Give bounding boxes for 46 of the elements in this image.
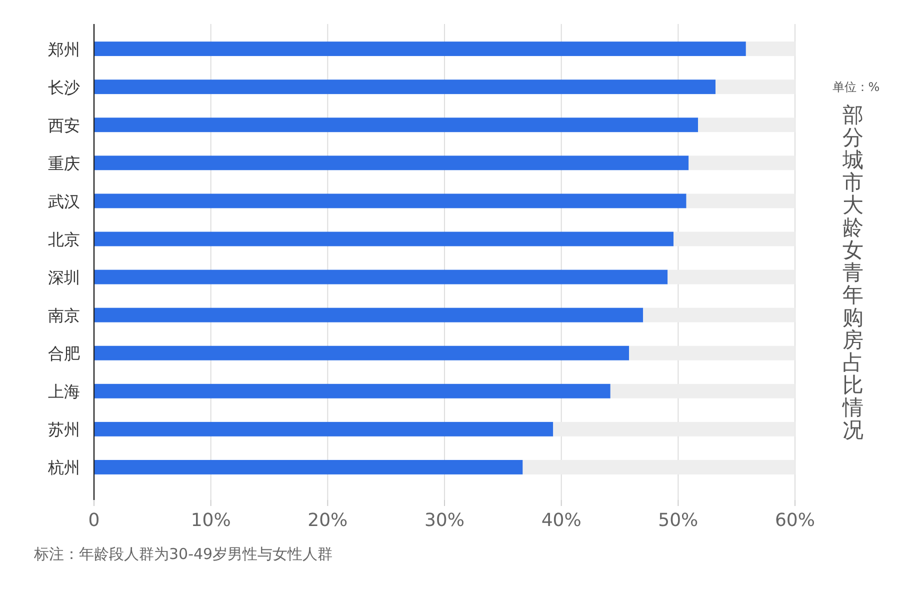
bar [94, 422, 554, 436]
y-tick-label: 合肥 [48, 344, 80, 364]
bar [94, 42, 746, 56]
bar [716, 80, 795, 94]
x-tick-label: 50% [658, 510, 698, 531]
bar [698, 118, 795, 132]
y-tick-label: 长沙 [48, 78, 80, 97]
y-tick-label: 苏州 [48, 420, 80, 440]
bar [673, 232, 795, 246]
bar [553, 422, 795, 436]
x-tick-label: 60% [774, 510, 816, 531]
y-tick-label: 深圳 [48, 268, 80, 288]
bar [94, 346, 630, 360]
bar [688, 156, 795, 170]
y-tick-label: 上海 [48, 382, 80, 402]
x-tick-label: 10% [190, 510, 231, 531]
bar [746, 42, 795, 56]
y-tick-label: 郑州 [48, 40, 80, 59]
bar [668, 270, 795, 284]
chart-title: 部分城市大龄女青年购房占比情况 [842, 103, 864, 442]
x-tick-label: 20% [308, 510, 348, 531]
bar [629, 346, 795, 360]
bar [94, 80, 716, 94]
x-tick-label: 40% [541, 510, 582, 531]
x-tick-label: 0 [88, 510, 100, 531]
x-tick-label: 30% [424, 510, 465, 531]
bar [94, 270, 668, 284]
bar [522, 460, 795, 474]
text: 标注：年龄段人群为30-49岁男性与女性人群 [33, 545, 333, 563]
bar [94, 384, 610, 398]
bar [94, 194, 686, 208]
bar [94, 460, 523, 474]
bar [643, 308, 795, 322]
bar [94, 308, 644, 322]
y-tick-label: 武汉 [48, 192, 80, 211]
y-tick-label: 南京 [48, 306, 80, 326]
bar [686, 194, 795, 208]
bar [94, 156, 689, 170]
y-tick-label: 北京 [48, 230, 80, 249]
bar [610, 384, 795, 398]
y-tick-label: 杭州 [47, 458, 80, 478]
bar [94, 118, 698, 132]
text: 单位：% [832, 80, 880, 94]
y-tick-label: 西安 [48, 116, 80, 135]
bar [94, 232, 674, 246]
y-tick-label: 重庆 [48, 154, 80, 173]
